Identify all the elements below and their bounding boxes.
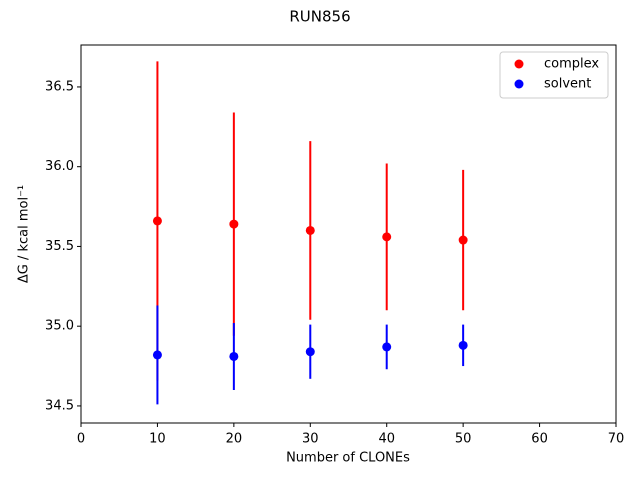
data-point <box>152 350 162 360</box>
legend-label: complex <box>544 57 599 72</box>
data-point <box>382 232 392 242</box>
legend-marker <box>514 79 524 89</box>
data-point <box>229 351 239 361</box>
legend-label: solvent <box>544 77 591 92</box>
x-tick-label: 30 <box>302 432 319 447</box>
y-tick-label: 35.5 <box>45 239 74 254</box>
legend-marker <box>514 59 524 69</box>
data-point <box>458 235 468 245</box>
x-tick-label: 0 <box>77 432 85 447</box>
y-tick-label: 36.5 <box>45 79 74 94</box>
legend-box <box>499 51 609 99</box>
x-tick-label: 20 <box>226 432 243 447</box>
plot-frame <box>80 44 617 424</box>
data-point <box>458 340 468 350</box>
x-tick-label: 10 <box>149 432 166 447</box>
y-tick-label: 36.0 <box>45 159 74 174</box>
chart-title: RUN856 <box>289 8 350 26</box>
data-point <box>382 342 392 352</box>
x-tick-label: 50 <box>455 432 472 447</box>
data-point <box>305 225 315 235</box>
x-tick-label: 70 <box>608 432 625 447</box>
x-tick-label: 40 <box>378 432 395 447</box>
y-tick-label: 34.5 <box>45 398 74 413</box>
x-tick-label: 60 <box>531 432 548 447</box>
data-point <box>305 347 315 357</box>
y-tick-label: 35.0 <box>45 319 74 334</box>
x-axis-label: Number of CLONEs <box>286 451 410 466</box>
data-point <box>152 216 162 226</box>
data-point <box>229 219 239 229</box>
y-axis-label: ΔG / kcal mol⁻¹ <box>17 185 32 283</box>
